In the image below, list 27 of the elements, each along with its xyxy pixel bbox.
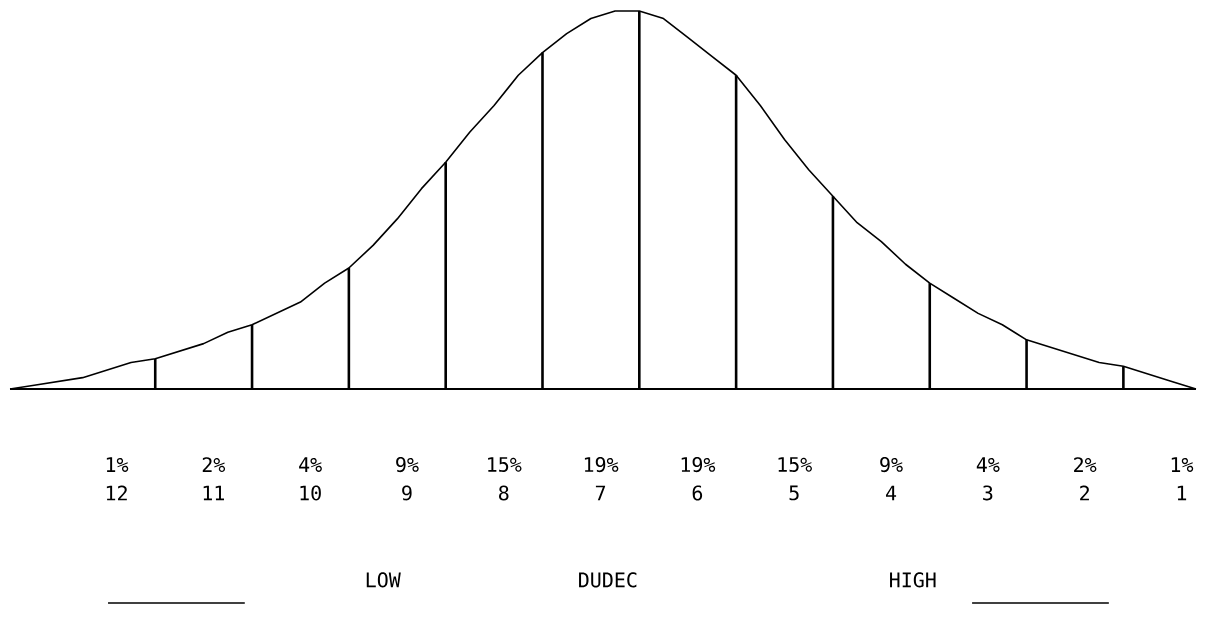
text: 3: [983, 485, 993, 501]
text: 7: [595, 485, 606, 501]
text: 19%: [681, 457, 716, 473]
text: 10: [300, 485, 321, 501]
text: 11: [203, 485, 224, 501]
text: 4: [886, 485, 897, 501]
text: 4%: [299, 457, 322, 472]
text: 15%: [488, 457, 522, 473]
text: 12: [106, 485, 127, 501]
text: 2: [1080, 485, 1089, 501]
text: 5: [789, 485, 799, 501]
text: HIGH: [890, 572, 936, 588]
text: LOW: [366, 572, 401, 588]
text: 1%: [106, 457, 129, 472]
text: 6: [692, 485, 703, 501]
text: 8: [499, 485, 509, 501]
text: 2%: [1074, 457, 1097, 473]
text: 4%: [976, 457, 1000, 472]
text: 1%: [1171, 457, 1194, 472]
text: DUDEC: [579, 572, 637, 588]
text: 9%: [880, 457, 903, 473]
text: 9: [402, 485, 412, 501]
text: 1: [1177, 485, 1187, 501]
text: 19%: [584, 457, 619, 473]
text: 9%: [396, 457, 419, 473]
text: 2%: [202, 457, 226, 473]
text: 15%: [778, 457, 812, 473]
